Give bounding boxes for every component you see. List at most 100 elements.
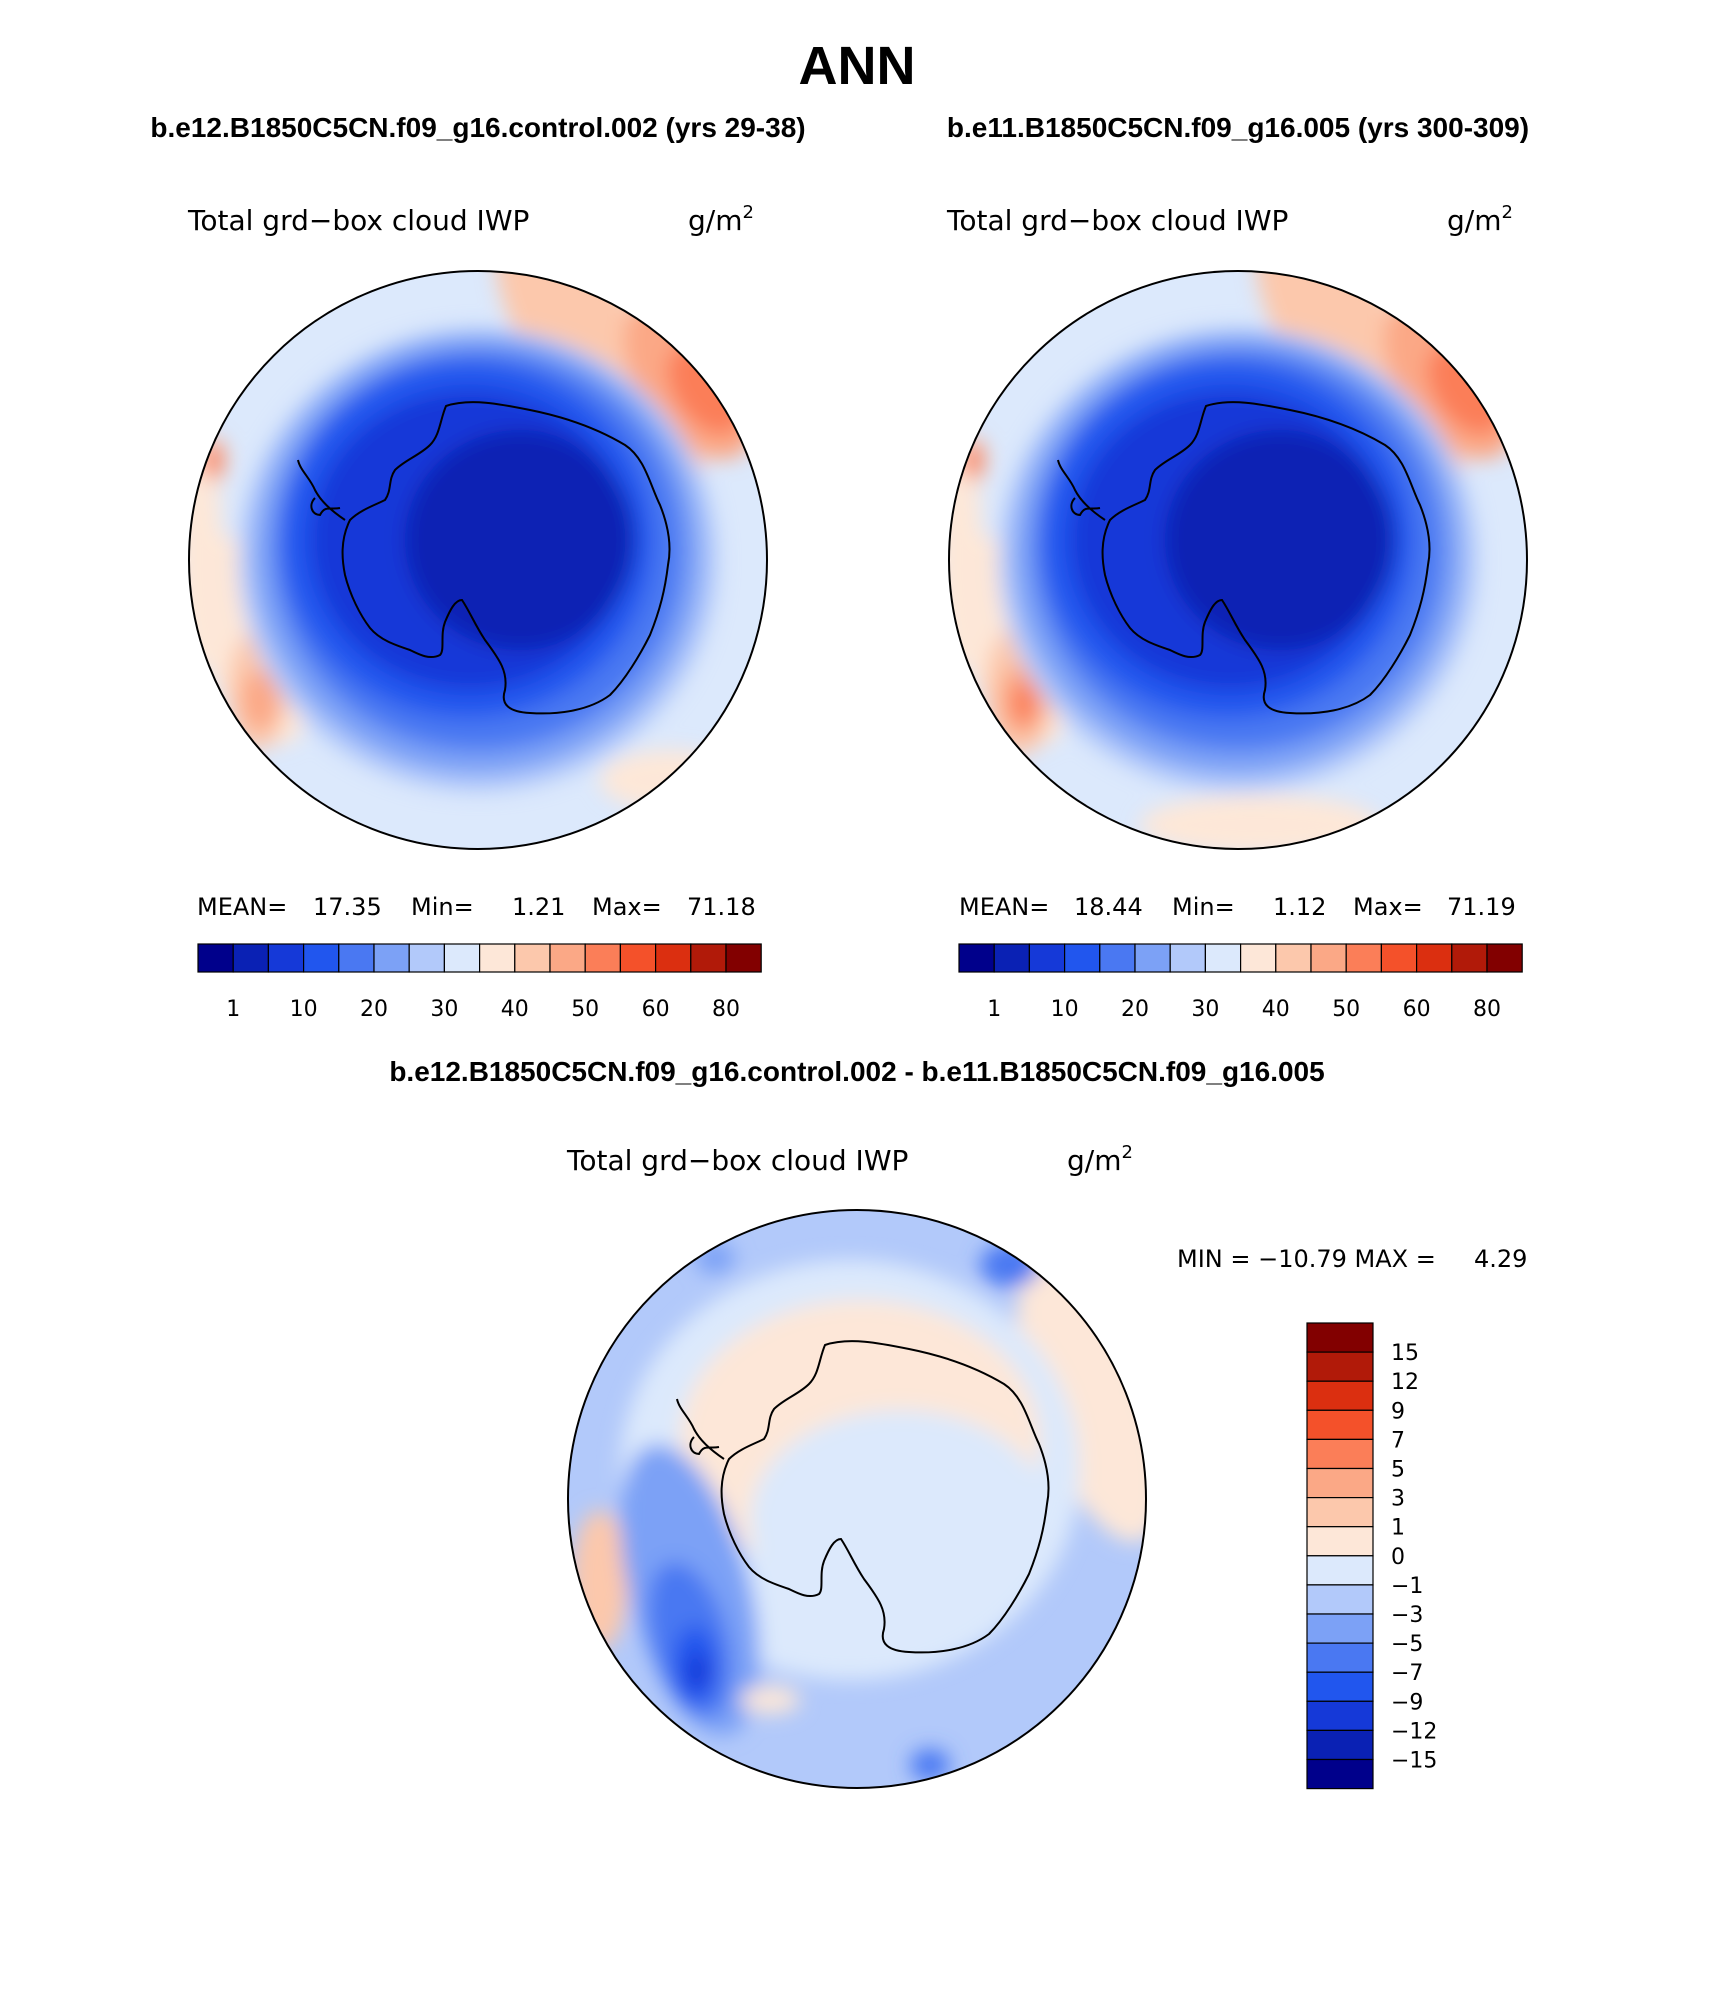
colorbar-3-box [1306,1526,1374,1557]
colorbar-3-tick-label: −12 [1391,1719,1437,1744]
colorbar-2-box [1239,943,1277,973]
colorbar-1-box [584,943,622,973]
season-title: ANN [799,36,916,96]
colorbar-1-box [197,943,234,973]
colorbar-2-box [993,943,1031,973]
colorbar-1-box [619,943,657,973]
colorbar-3-tick-label: 1 [1391,1516,1405,1541]
panel-1-field-label: Total grd−box cloud IWP [187,204,529,237]
colorbar-3-tick-label: −3 [1391,1603,1423,1628]
panel-1-min-value: 1.21 [512,893,565,921]
colorbar-3-tick-label: −7 [1391,1661,1423,1686]
panel-1-case-title: b.e12.B1850C5CN.f09_g16.control.002 (yrs… [150,112,805,143]
colorbar-3-box [1306,1380,1374,1411]
colorbar-1-box [232,943,269,973]
panel-2-peninsula [1057,459,1106,521]
panel-1-coastline [341,401,671,715]
colorbar-3-box [1306,1496,1374,1528]
panel-1-max-value: 71.18 [687,893,756,921]
colorbar-3-tick-label: −1 [1391,1574,1423,1599]
colorbar-1-tick-label: 20 [360,997,388,1022]
difference-units: g/m2 [1067,1142,1133,1177]
colorbar-1-tick-label: 80 [712,997,740,1022]
colorbar-3-box [1306,1584,1374,1615]
colorbar-3-box [1306,1351,1374,1382]
colorbar-3-box [1306,1409,1374,1441]
panel-2-mean-value: 18.44 [1074,893,1143,921]
colorbar-1-box [479,943,516,973]
colorbar-2-tick-label: 50 [1332,997,1360,1022]
colorbar-2-box [1310,943,1347,973]
colorbar-3-tick-label: 12 [1391,1370,1419,1395]
colorbar-2-box [1345,943,1382,973]
panel-2-colorbar: 1 10 20 30 40 50 60 80 [958,943,1523,1022]
colorbar-1-tick-label: 1 [226,997,240,1022]
difference-title: b.e12.B1850C5CN.f09_g16.control.002 - b.… [389,1056,1324,1087]
colorbar-2-tick-label: 1 [987,997,1001,1022]
colorbar-2-box [1380,943,1418,973]
colorbar-3-tick-label: 5 [1391,1458,1405,1483]
colorbar-2-box [1204,943,1242,973]
colorbar-1-box [338,943,375,973]
panel-2-map [948,270,1528,850]
colorbar-1-box [408,943,446,973]
panel-2-max-value: 71.19 [1447,893,1516,921]
panel-1-max-label: Max= [592,893,662,921]
panel-1-map [188,270,768,850]
panel-2-units: g/m2 [1447,202,1513,237]
panel-1-stats: MEAN= 17.35 Min= 1.21 Max= 71.18 [197,893,756,921]
colorbar-1-box [443,943,481,973]
colorbar-1-tick-label: 10 [290,997,318,1022]
difference-colorbar: 15 12 9 7 5 3 1 0 −1 −3 −5 −7 −9 −12 −15 [1306,1322,1437,1790]
colorbar-3-box [1306,1671,1374,1702]
colorbar-1-tick-label: 40 [501,997,529,1022]
colorbar-2-box [1063,943,1101,973]
colorbar-3-tick-label: 0 [1391,1545,1405,1570]
colorbar-2-box [1028,943,1066,973]
colorbar-1-box [373,943,410,973]
colorbar-1-tick-label: 50 [571,997,599,1022]
colorbar-2-box [1275,943,1312,973]
colorbar-1-box [725,943,762,973]
colorbar-3-tick-label: 9 [1391,1399,1405,1424]
colorbar-2-box [1134,943,1171,973]
colorbar-2-box [1451,943,1488,973]
colorbar-3-box [1306,1438,1374,1470]
colorbar-2-box [1169,943,1206,973]
colorbar-3-box [1306,1613,1374,1644]
colorbar-1-box [303,943,340,973]
colorbar-3-tick-label: −5 [1391,1632,1423,1657]
colorbar-2-box [1099,943,1136,973]
difference-field-label: Total grd−box cloud IWP [566,1144,908,1177]
colorbar-3-box [1306,1322,1374,1353]
panel-2-field-label: Total grd−box cloud IWP [946,204,1288,237]
panel-2-min-value: 1.12 [1273,893,1326,921]
colorbar-3-box [1306,1729,1374,1761]
panel-2-max-label: Max= [1353,893,1423,921]
difference-minmax: MIN = −10.79 MAX = 4.29 [1177,1245,1527,1273]
colorbar-2-tick-label: 80 [1473,997,1501,1022]
difference-map [567,1209,1147,1789]
colorbar-1-box [267,943,305,973]
colorbar-3-box [1306,1467,1374,1499]
colorbar-1-box [549,943,586,973]
colorbar-3-box [1306,1642,1374,1673]
colorbar-1-box [690,943,727,973]
panel-2-min-label: Min= [1172,893,1235,921]
colorbar-2-box [1415,943,1453,973]
difference-coastline [720,1340,1050,1654]
colorbar-3-box [1306,1700,1374,1732]
colorbar-2-box [1486,943,1523,973]
colorbar-1-box [654,943,692,973]
colorbar-2-tick-label: 10 [1051,997,1079,1022]
colorbar-3-tick-label: −9 [1391,1690,1423,1715]
colorbar-3-box [1306,1758,1374,1790]
colorbar-3-box [1306,1555,1374,1586]
colorbar-3-tick-label: 3 [1391,1487,1405,1512]
panel-1-mean-label: MEAN= [197,893,287,921]
colorbar-2-tick-label: 30 [1191,997,1219,1022]
colorbar-3-tick-label: 7 [1391,1428,1405,1453]
colorbar-2-tick-label: 40 [1262,997,1290,1022]
panel-2-case-title: b.e11.B1850C5CN.f09_g16.005 (yrs 300-309… [947,112,1529,143]
